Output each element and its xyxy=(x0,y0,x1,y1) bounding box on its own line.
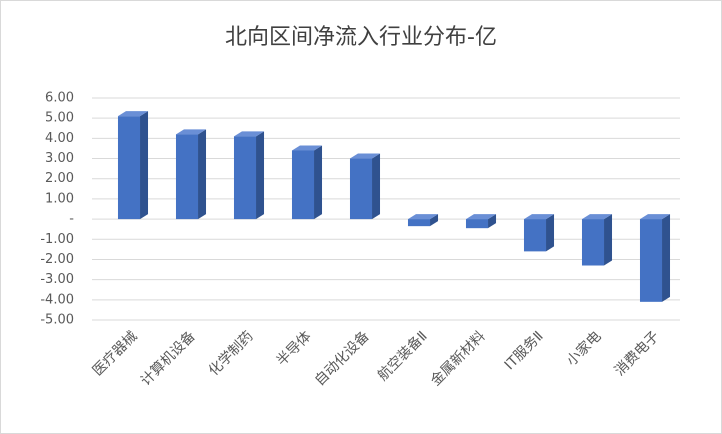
y-tick-label: - xyxy=(69,212,74,227)
bar-top xyxy=(465,214,497,220)
bar xyxy=(233,131,265,220)
bar-side xyxy=(314,145,323,220)
y-tick-label: 1.00 xyxy=(45,191,74,206)
bar-top xyxy=(117,111,149,117)
bar-front xyxy=(407,219,431,227)
bar-top xyxy=(581,214,613,220)
bar-top xyxy=(175,129,207,135)
bar-front xyxy=(117,116,141,220)
y-tick-label: 6.00 xyxy=(45,91,74,106)
bar xyxy=(581,214,613,266)
bar-front xyxy=(291,150,315,220)
y-tick-label: -2.00 xyxy=(40,252,74,267)
bar-top xyxy=(233,131,265,137)
bar xyxy=(465,214,497,229)
bar-side xyxy=(140,111,149,220)
bar-top xyxy=(639,214,671,220)
bar-front xyxy=(175,134,199,220)
y-tick-label: -1.00 xyxy=(40,232,74,247)
y-tick-label: 3.00 xyxy=(45,151,74,166)
bar-side xyxy=(198,129,207,220)
bar-side xyxy=(546,214,555,252)
bar-front xyxy=(349,158,373,220)
bar xyxy=(349,153,381,220)
bar-top xyxy=(291,145,323,151)
bar-side xyxy=(372,153,381,220)
bar-top xyxy=(407,214,439,220)
bar-front xyxy=(233,136,257,220)
bar xyxy=(175,129,207,220)
chart-title: 北向区间净流入行业分布-亿 xyxy=(225,25,497,50)
bar-top xyxy=(349,153,381,159)
y-tick-label: -3.00 xyxy=(40,272,74,287)
bar-front xyxy=(523,219,547,252)
bar xyxy=(291,145,323,220)
bar-top xyxy=(523,214,555,220)
bar xyxy=(523,214,555,252)
y-tick-label: 4.00 xyxy=(45,131,74,146)
bar-front xyxy=(465,219,489,229)
bar-front xyxy=(581,219,605,266)
y-tick-label: -5.00 xyxy=(40,313,74,328)
bar-front xyxy=(639,219,663,302)
bar-side xyxy=(430,214,439,227)
bar xyxy=(117,111,149,220)
y-tick-label: 2.00 xyxy=(45,171,74,186)
bar-side xyxy=(488,214,497,229)
bar-side xyxy=(604,214,613,266)
bar-side xyxy=(256,131,265,220)
y-tick-label: 5.00 xyxy=(45,111,74,126)
y-tick-label: -4.00 xyxy=(40,292,74,307)
bar xyxy=(407,214,439,227)
bar-side xyxy=(662,214,671,302)
bar xyxy=(639,214,671,302)
